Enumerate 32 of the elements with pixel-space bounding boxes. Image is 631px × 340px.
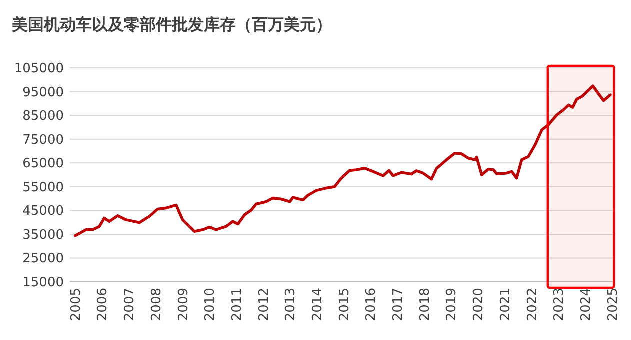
x-tick-label: 2007 <box>122 288 138 322</box>
x-tick-label: 2017 <box>391 288 406 322</box>
x-tick-label: 2024 <box>578 288 594 322</box>
x-tick-label: 2009 <box>176 288 192 322</box>
x-tick-label: 2018 <box>418 288 433 322</box>
x-tick-label: 2005 <box>68 288 84 322</box>
y-tick-label: 65000 <box>22 156 64 172</box>
x-tick-label: 2008 <box>149 288 164 322</box>
y-tick-label: 95000 <box>22 85 64 100</box>
x-tick-label: 2023 <box>552 288 568 322</box>
x-tick-label: 2021 <box>498 288 514 322</box>
y-tick-label: 75000 <box>22 132 64 148</box>
x-tick-label: 2015 <box>337 288 352 322</box>
x-tick-label: 2011 <box>230 288 245 322</box>
y-tick-label: 45000 <box>22 204 64 220</box>
x-tick-label: 2025 <box>606 288 621 322</box>
y-tick-label: 15000 <box>22 276 64 290</box>
x-tick-label: 2012 <box>256 288 272 322</box>
y-tick-label: 35000 <box>22 228 64 243</box>
x-tick-label: 2020 <box>472 288 487 322</box>
x-tick-label: 2014 <box>310 288 326 322</box>
x-tick-label: 2010 <box>203 288 218 322</box>
y-tick-label: 25000 <box>22 252 64 267</box>
x-tick-label: 2019 <box>444 288 460 322</box>
x-tick-label: 2013 <box>284 288 299 322</box>
y-tick-label: 105000 <box>14 62 64 76</box>
x-tick-label: 2006 <box>96 288 111 322</box>
x-tick-label: 2016 <box>364 288 380 322</box>
x-tick-label: 2022 <box>525 288 540 322</box>
y-tick-label: 55000 <box>22 180 64 196</box>
y-tick-label: 85000 <box>22 109 64 124</box>
chart-title: 美国机动车以及零部件批发库存（百万美元） <box>11 15 332 34</box>
